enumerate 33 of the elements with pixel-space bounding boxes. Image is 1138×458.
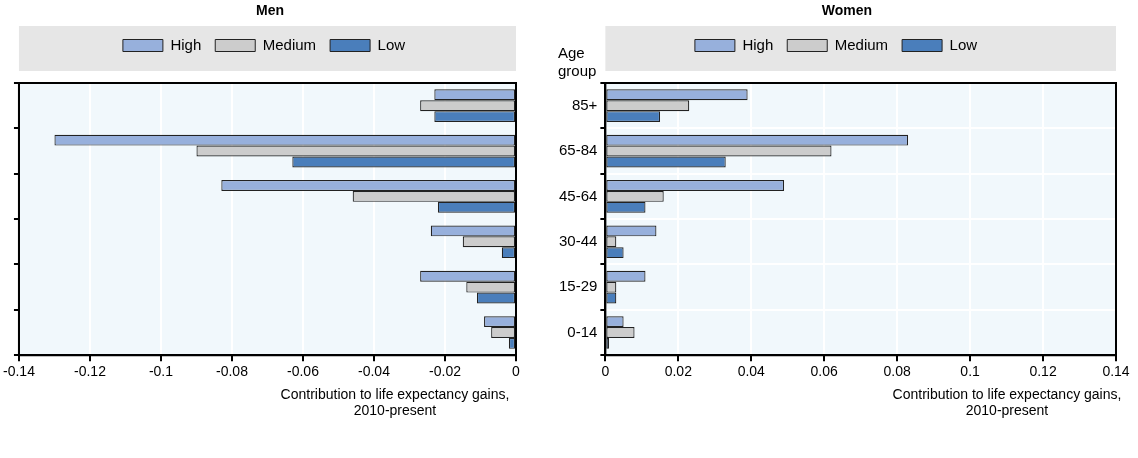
- y-tick-label: 45-64: [558, 186, 598, 204]
- x-tick-label: 0: [601, 363, 610, 380]
- x-tick-label: -0.08: [216, 363, 249, 380]
- y-axis-title: Age group: [558, 44, 598, 80]
- x-tick-label: -0.04: [358, 363, 391, 380]
- y-tick-label: 65-84: [558, 141, 598, 159]
- legend-label: Low: [949, 35, 978, 53]
- x-tick-label: -0.14: [2, 363, 36, 380]
- y-tick-label: 85+: [571, 95, 598, 113]
- legend-label: High: [742, 35, 774, 53]
- y-tick-label: 30-44: [558, 231, 598, 249]
- legend-label: Medium: [834, 35, 889, 53]
- x-tick-label: 0.14: [1102, 363, 1130, 380]
- x-tick-label: -0.06: [287, 363, 320, 380]
- chart-title: Women: [820, 2, 874, 18]
- y-tick-label: 15-29: [558, 277, 598, 295]
- x-tick-label: -0.12: [74, 363, 107, 380]
- legend-label: High: [170, 35, 202, 53]
- legend-label: Medium: [262, 35, 317, 53]
- x-tick-label: -0.02: [429, 363, 462, 380]
- x-tick-label: 0.06: [810, 363, 839, 380]
- legend-label: Low: [377, 35, 406, 53]
- x-tick-label: 0.08: [883, 363, 911, 380]
- x-tick-label: 0.1: [960, 363, 981, 380]
- chart-title: Men: [255, 2, 285, 18]
- x-axis-title: Contribution to life expectancy gains, 2010-present: [279, 386, 511, 418]
- y-tick-label: 0-14: [567, 322, 598, 340]
- x-tick-label: 0.04: [737, 363, 766, 380]
- x-tick-label: 0.02: [664, 363, 693, 380]
- x-tick-label: 0.12: [1029, 363, 1057, 380]
- x-tick-label: -0.1: [148, 363, 174, 380]
- x-tick-label: 0: [512, 363, 521, 380]
- x-axis-title: Contribution to life expectancy gains, 2010-present: [891, 386, 1123, 418]
